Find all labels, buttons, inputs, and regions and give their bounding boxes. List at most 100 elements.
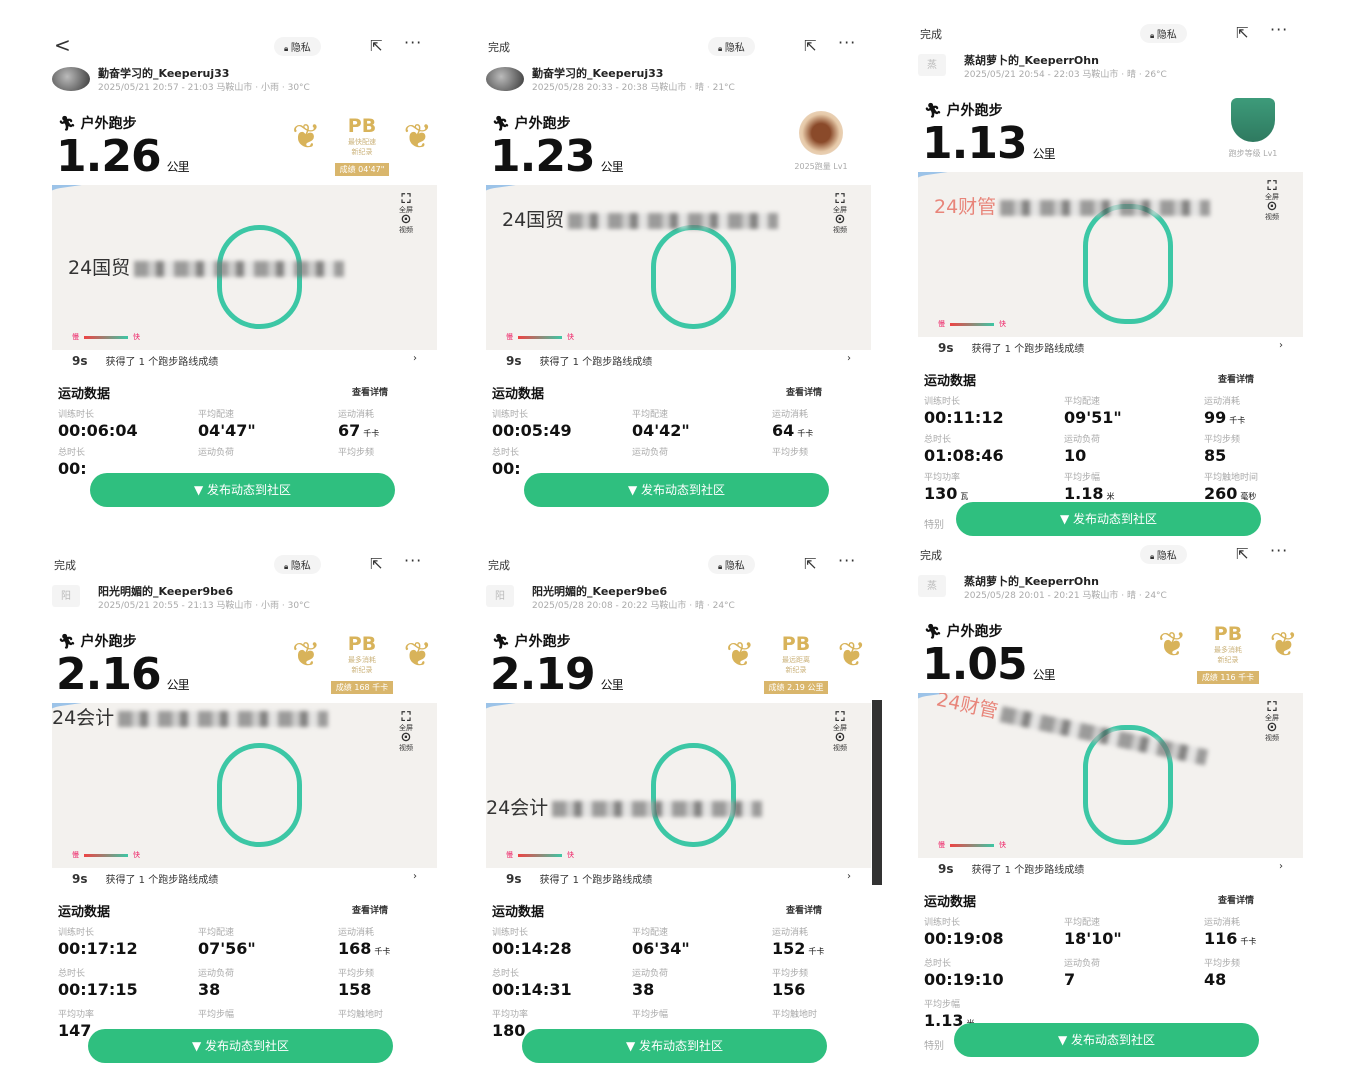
done-button[interactable]: 完成 <box>920 549 942 562</box>
share-icon[interactable]: ⇱ <box>804 555 817 573</box>
stat-value: 00: <box>492 459 622 478</box>
more-icon[interactable]: ··· <box>404 33 423 52</box>
pb-badge[interactable]: ❦ ❦ PB 最远距离 新纪录 成绩 2.19 公里 <box>726 631 866 695</box>
medal-badge[interactable]: 2025跑量 Lv1 <box>776 111 866 177</box>
distance-unit: 公里 <box>166 678 190 692</box>
more-icon[interactable]: ··· <box>838 33 857 52</box>
details-button[interactable]: 查看详情 <box>1218 375 1255 385</box>
stat-label: 运动消耗 <box>338 928 375 938</box>
pb-badge[interactable]: ❦ ❦ PB 最多消耗 新纪录 成绩 116 千卡 <box>1158 621 1298 685</box>
video-button[interactable]: ⊙ 视频 <box>399 213 413 235</box>
publish-button[interactable]: ▼ 发布动态到社区 <box>956 502 1261 536</box>
video-button[interactable]: ⊙ 视频 <box>833 731 847 753</box>
video-button[interactable]: ⊙ 视频 <box>1265 721 1279 743</box>
video-button[interactable]: ⊙ 视频 <box>1265 200 1279 222</box>
publish-label: 发布动态到社区 <box>639 1039 724 1053</box>
more-icon[interactable]: ··· <box>838 551 857 570</box>
fullscreen-button[interactable]: ⛶ 全屏 <box>399 711 413 733</box>
scrollbar[interactable] <box>872 700 882 885</box>
lock-icon: 🔒︎ <box>284 562 291 571</box>
share-icon[interactable]: ⇱ <box>1236 24 1249 42</box>
done-button[interactable]: 完成 <box>488 41 510 54</box>
details-button[interactable]: 查看详情 <box>786 906 823 916</box>
fullscreen-button[interactable]: ⛶ 全屏 <box>1265 180 1279 202</box>
back-button[interactable]: < <box>54 33 71 57</box>
user-name[interactable]: 阳光明媚的_Keeper9be6 <box>98 585 234 598</box>
privacy-button[interactable]: 🔒︎ 隐私 <box>708 37 755 56</box>
fast-label: 快 <box>133 333 140 341</box>
details-button[interactable]: 查看详情 <box>1218 896 1255 906</box>
pb-badge[interactable]: ❦ ❦ PB 最多消耗 新纪录 成绩 168 千卡 <box>292 631 432 695</box>
user-name[interactable]: 勤奋学习的_Keeperuj33 <box>98 67 230 80</box>
share-icon[interactable]: ⇱ <box>370 37 383 55</box>
route-achievement[interactable]: 9s 获得了 1 个跑步路线成绩 › <box>506 353 851 368</box>
pb-badge[interactable]: ❦ ❦ PB 最快配速 新纪录 成绩 04'47" <box>292 113 432 177</box>
share-icon[interactable]: ⇱ <box>370 555 383 573</box>
fullscreen-button[interactable]: ⛶ 全屏 <box>399 193 413 215</box>
avatar[interactable] <box>52 67 90 91</box>
publish-button[interactable]: ▼ 发布动态到社区 <box>522 1029 827 1063</box>
route-achievement[interactable]: 9s 获得了 1 个跑步路线成绩 › <box>72 353 417 368</box>
more-icon[interactable]: ··· <box>1270 541 1289 560</box>
publish-button[interactable]: ▼ 发布动态到社区 <box>90 473 395 507</box>
stat-unit: 千卡 <box>1240 937 1257 946</box>
details-button[interactable]: 查看详情 <box>352 388 389 398</box>
publish-button[interactable]: ▼ 发布动态到社区 <box>88 1029 393 1063</box>
avatar[interactable]: 蒸 <box>918 575 946 597</box>
video-button[interactable]: ⊙ 视频 <box>833 213 847 235</box>
done-button[interactable]: 完成 <box>54 559 76 572</box>
video-label: 视频 <box>833 744 847 752</box>
stat-item: 总时长 01:08:46 <box>924 432 1054 465</box>
done-button[interactable]: 完成 <box>920 28 942 41</box>
route-achievement[interactable]: 9s 获得了 1 个跑步路线成绩 › <box>938 861 1283 876</box>
route-track <box>1083 204 1173 324</box>
privacy-label: 隐私 <box>724 561 745 572</box>
user-name[interactable]: 蒸胡萝卜的_KeeperrOhn <box>964 575 1099 588</box>
distance: 1.05 公里 <box>922 639 1056 690</box>
details-button[interactable]: 查看详情 <box>786 388 823 398</box>
route-map[interactable]: 24会计 ⛶ 全屏 ⊙ 视频慢快 <box>52 703 437 868</box>
share-icon[interactable]: ⇱ <box>804 37 817 55</box>
avatar[interactable] <box>486 67 524 91</box>
avatar[interactable]: 阳 <box>52 585 80 607</box>
stat-number: 01:08:46 <box>924 446 1004 465</box>
distance-value: 1.13 <box>922 118 1028 169</box>
avatar[interactable]: 蒸 <box>918 54 946 76</box>
activity-card: < 🔒︎ 隐私 ⇱ ··· 勤奋学习的_Keeperuj33 2025/05/21 20:… <box>52 33 437 535</box>
user-name[interactable]: 阳光明媚的_Keeper9be6 <box>532 585 668 598</box>
more-icon[interactable]: ··· <box>404 551 423 570</box>
details-button[interactable]: 查看详情 <box>352 906 389 916</box>
stat-number: 00:19:10 <box>924 970 1004 989</box>
route-map[interactable]: 24会计 ⛶ 全屏 ⊙ 视频慢快 <box>486 703 871 868</box>
stat-value: 06'34" <box>632 939 762 958</box>
route-achievement[interactable]: 9s 获得了 1 个跑步路线成绩 › <box>938 340 1283 355</box>
fullscreen-button[interactable]: ⛶ 全屏 <box>1265 701 1279 723</box>
privacy-button[interactable]: 🔒︎ 隐私 <box>274 37 321 56</box>
privacy-button[interactable]: 🔒︎ 隐私 <box>274 555 321 574</box>
done-button[interactable]: 完成 <box>488 559 510 572</box>
privacy-button[interactable]: 🔒︎ 隐私 <box>1140 545 1187 564</box>
fullscreen-button[interactable]: ⛶ 全屏 <box>833 193 847 215</box>
fullscreen-button[interactable]: ⛶ 全屏 <box>833 711 847 733</box>
publish-button[interactable]: ▼ 发布动态到社区 <box>954 1023 1259 1057</box>
privacy-button[interactable]: 🔒︎ 隐私 <box>708 555 755 574</box>
privacy-button[interactable]: 🔒︎ 隐私 <box>1140 24 1187 43</box>
route-achievement[interactable]: 9s 获得了 1 个跑步路线成绩 › <box>72 871 417 886</box>
publish-button[interactable]: ▼ 发布动态到社区 <box>524 473 829 507</box>
avatar[interactable]: 阳 <box>486 585 514 607</box>
route-map[interactable]: 24国贸 ⛶ 全屏 ⊙ 视频慢快 <box>486 185 871 350</box>
video-button[interactable]: ⊙ 视频 <box>399 731 413 753</box>
distance-unit: 公里 <box>600 160 624 174</box>
level-badge[interactable]: 跑步等级 Lv1 <box>1208 98 1298 164</box>
card-header: 完成 🔒︎ 隐私 ⇱ ··· <box>918 20 1303 46</box>
user-name[interactable]: 勤奋学习的_Keeperuj33 <box>532 67 664 80</box>
more-icon[interactable]: ··· <box>1270 20 1289 39</box>
share-icon[interactable]: ⇱ <box>1236 545 1249 563</box>
user-name[interactable]: 蒸胡萝卜的_KeeperrOhn <box>964 54 1099 67</box>
route-achievement[interactable]: 9s 获得了 1 个跑步路线成绩 › <box>506 871 851 886</box>
route-map[interactable]: 24国贸 ⛶ 全屏 ⊙ 视频慢快 <box>52 185 437 350</box>
route-map[interactable]: 24财管 ⛶ 全屏 ⊙ 视频慢快 <box>918 693 1303 858</box>
fullscreen-label: 全屏 <box>399 206 413 214</box>
activity-meta: 2025/05/21 20:55 - 21:13 马鞍山市 · 小雨 · 30°… <box>98 601 310 611</box>
route-map[interactable]: 24财管 ⛶ 全屏 ⊙ 视频慢快 <box>918 172 1303 337</box>
